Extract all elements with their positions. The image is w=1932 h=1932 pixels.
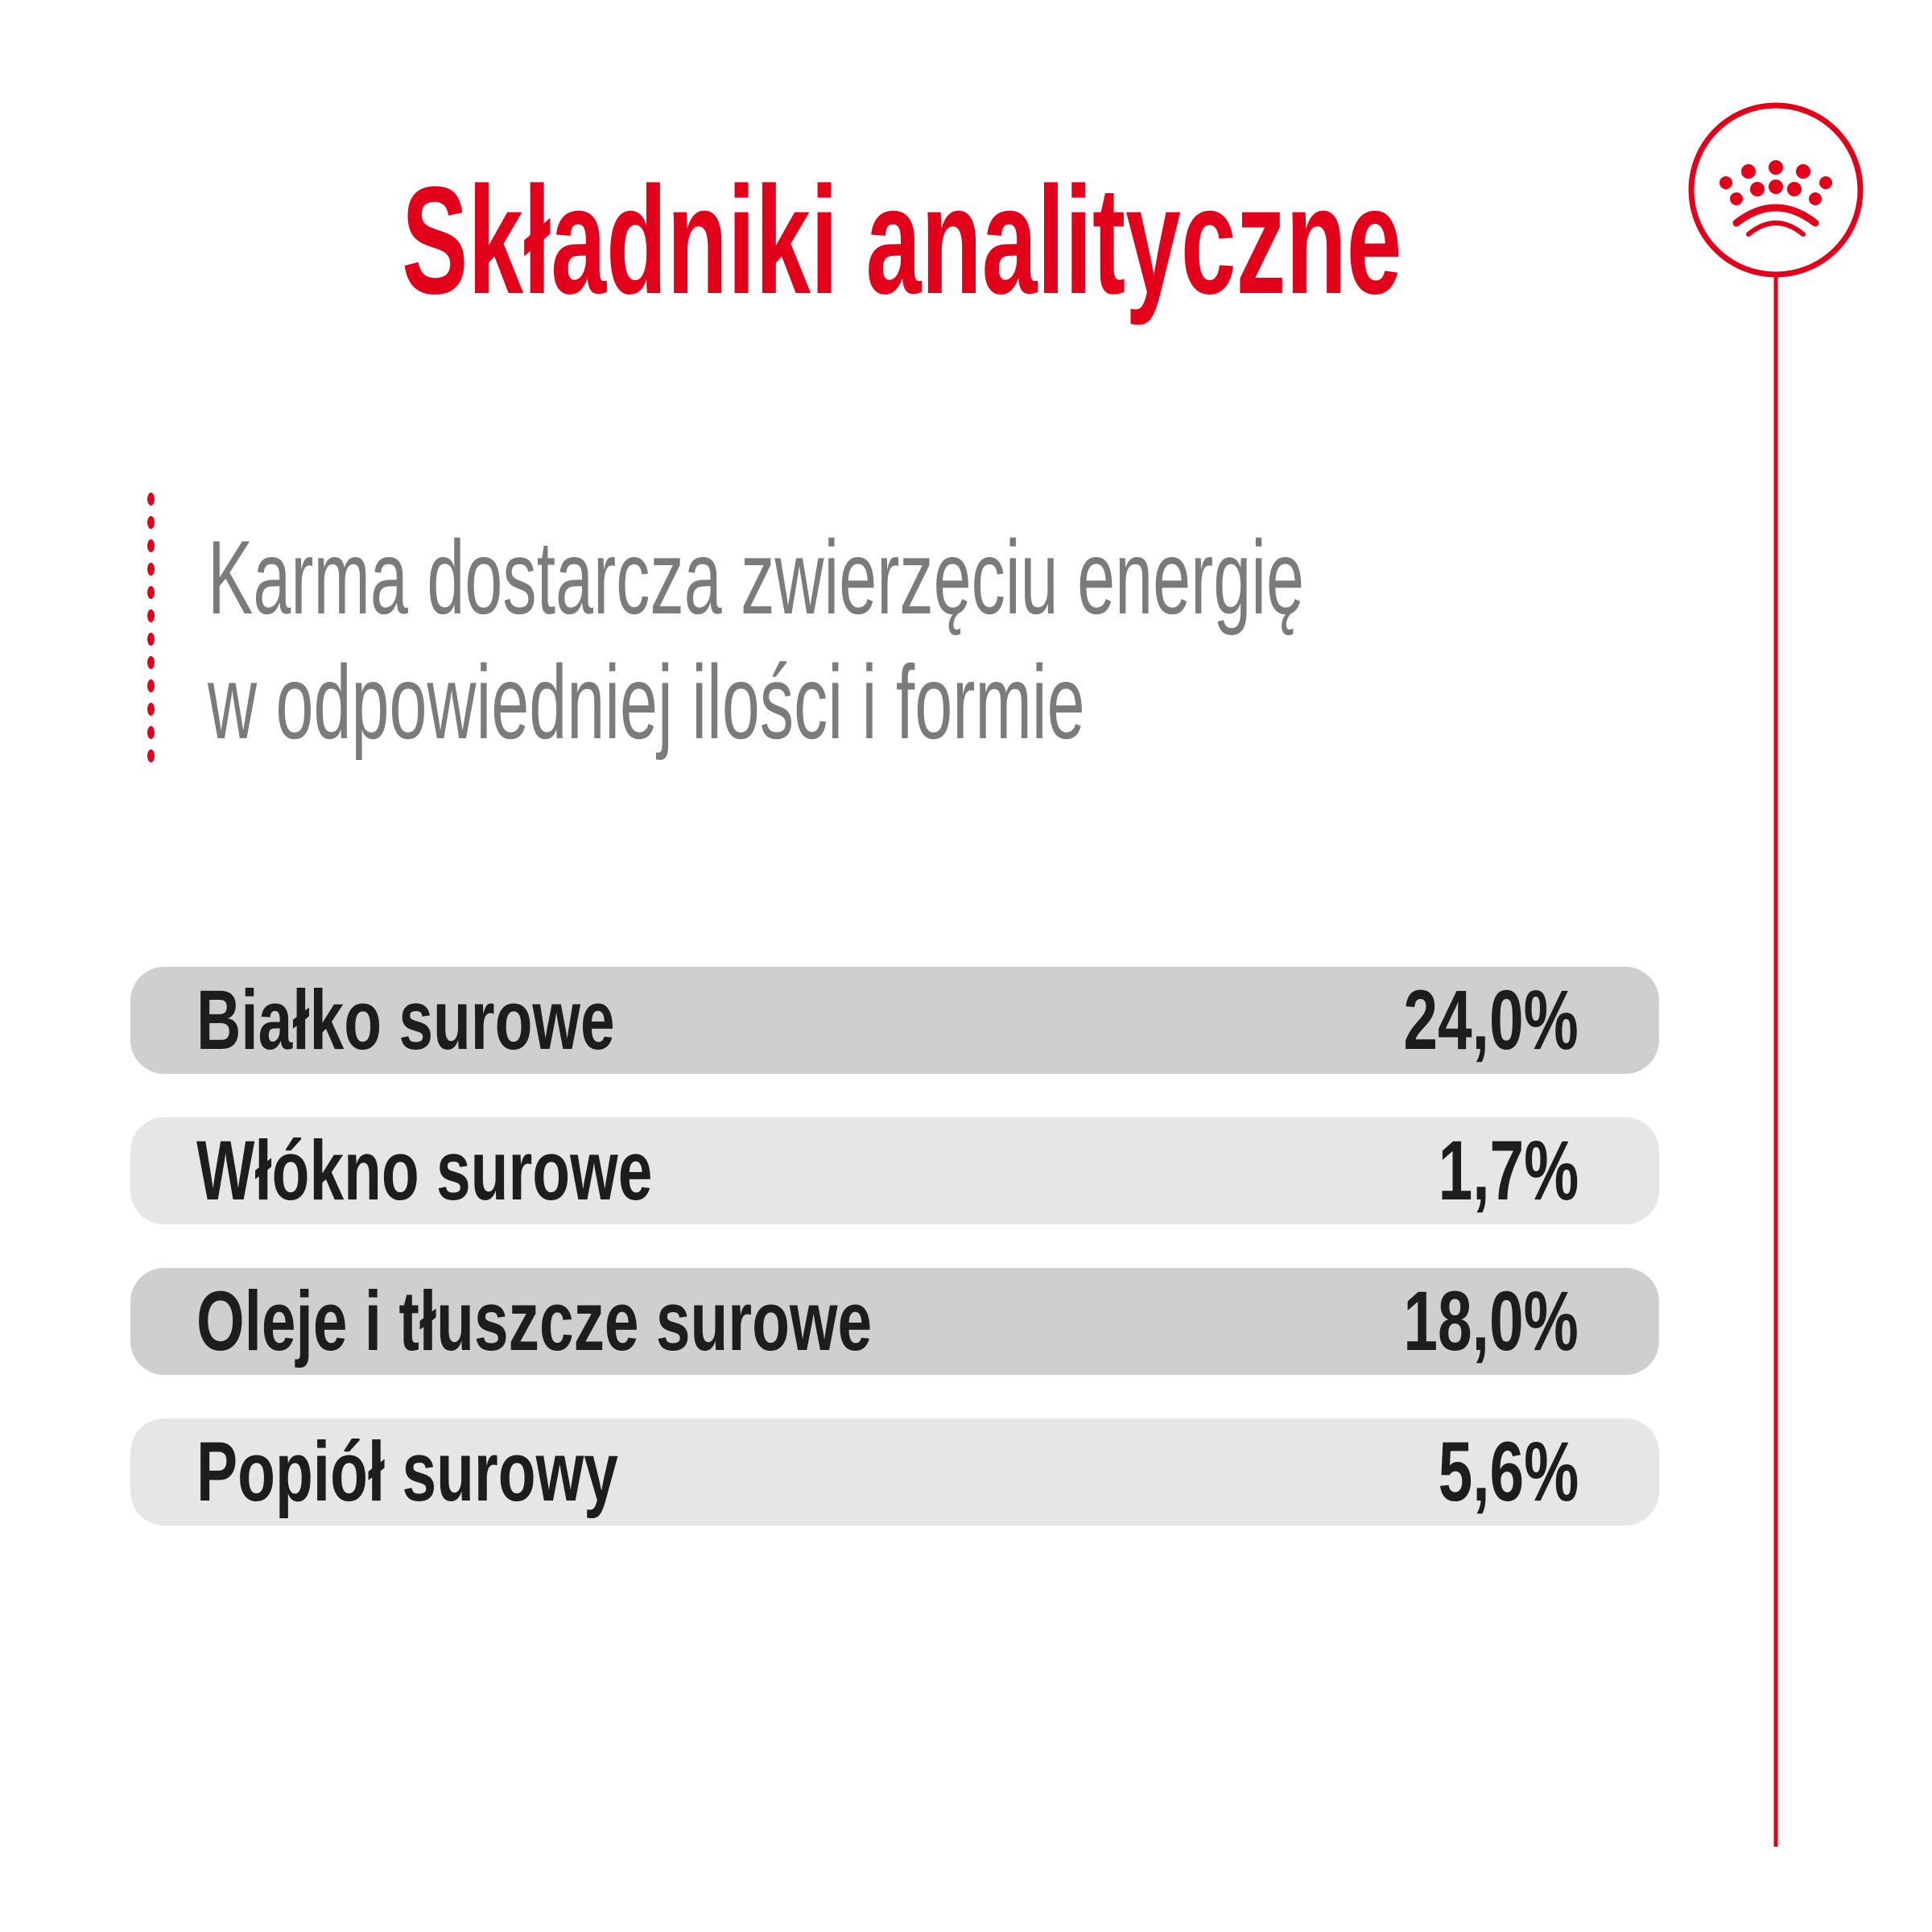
row-value: 1,7% (1438, 1123, 1579, 1218)
row-label: Włókno surowe (196, 1123, 653, 1218)
accent-dot (147, 656, 155, 669)
row-label: Białko surowe (196, 972, 615, 1067)
dotted-accent-line (147, 493, 155, 762)
subtitle: Karma dostarcza zwierzęciu energię w odp… (208, 515, 1894, 765)
accent-dot (147, 586, 155, 599)
row-value: 18,0% (1403, 1274, 1579, 1368)
row-value: 24,0% (1403, 972, 1579, 1067)
table-row: Oleje i tłuszcze surowe 18,0% (130, 1268, 1659, 1375)
accent-dot (147, 749, 155, 762)
page-title: Składniki analityczne (402, 155, 1402, 326)
royal-canin-crown-logo (1688, 102, 1864, 1847)
accent-dot (147, 726, 155, 739)
row-value: 5,6% (1438, 1424, 1579, 1519)
subtitle-line-2: w odpowiedniej ilości i formie (208, 643, 1085, 761)
accent-dot (147, 493, 155, 506)
accent-dot (147, 633, 155, 646)
accent-dot (147, 516, 155, 529)
table-row: Włókno surowe 1,7% (130, 1117, 1659, 1224)
crown-icon (1719, 160, 1832, 237)
subtitle-line-1: Karma dostarcza zwierzęciu energię (208, 518, 1304, 636)
accent-dot (147, 539, 155, 552)
accent-dot (147, 679, 155, 692)
accent-dot (147, 703, 155, 716)
row-label: Oleje i tłuszcze surowe (196, 1274, 873, 1368)
accent-dot (147, 609, 155, 622)
crown-logo-circle (1688, 102, 1864, 1847)
accent-dot (147, 563, 155, 576)
row-label: Popiół surowy (196, 1424, 618, 1519)
table-row: Popiół surowy 5,6% (130, 1418, 1659, 1525)
table-row: Białko surowe 24,0% (130, 967, 1659, 1074)
analytical-components-table: Białko surowe 24,0% Włókno surowe 1,7% O… (130, 967, 1659, 1569)
